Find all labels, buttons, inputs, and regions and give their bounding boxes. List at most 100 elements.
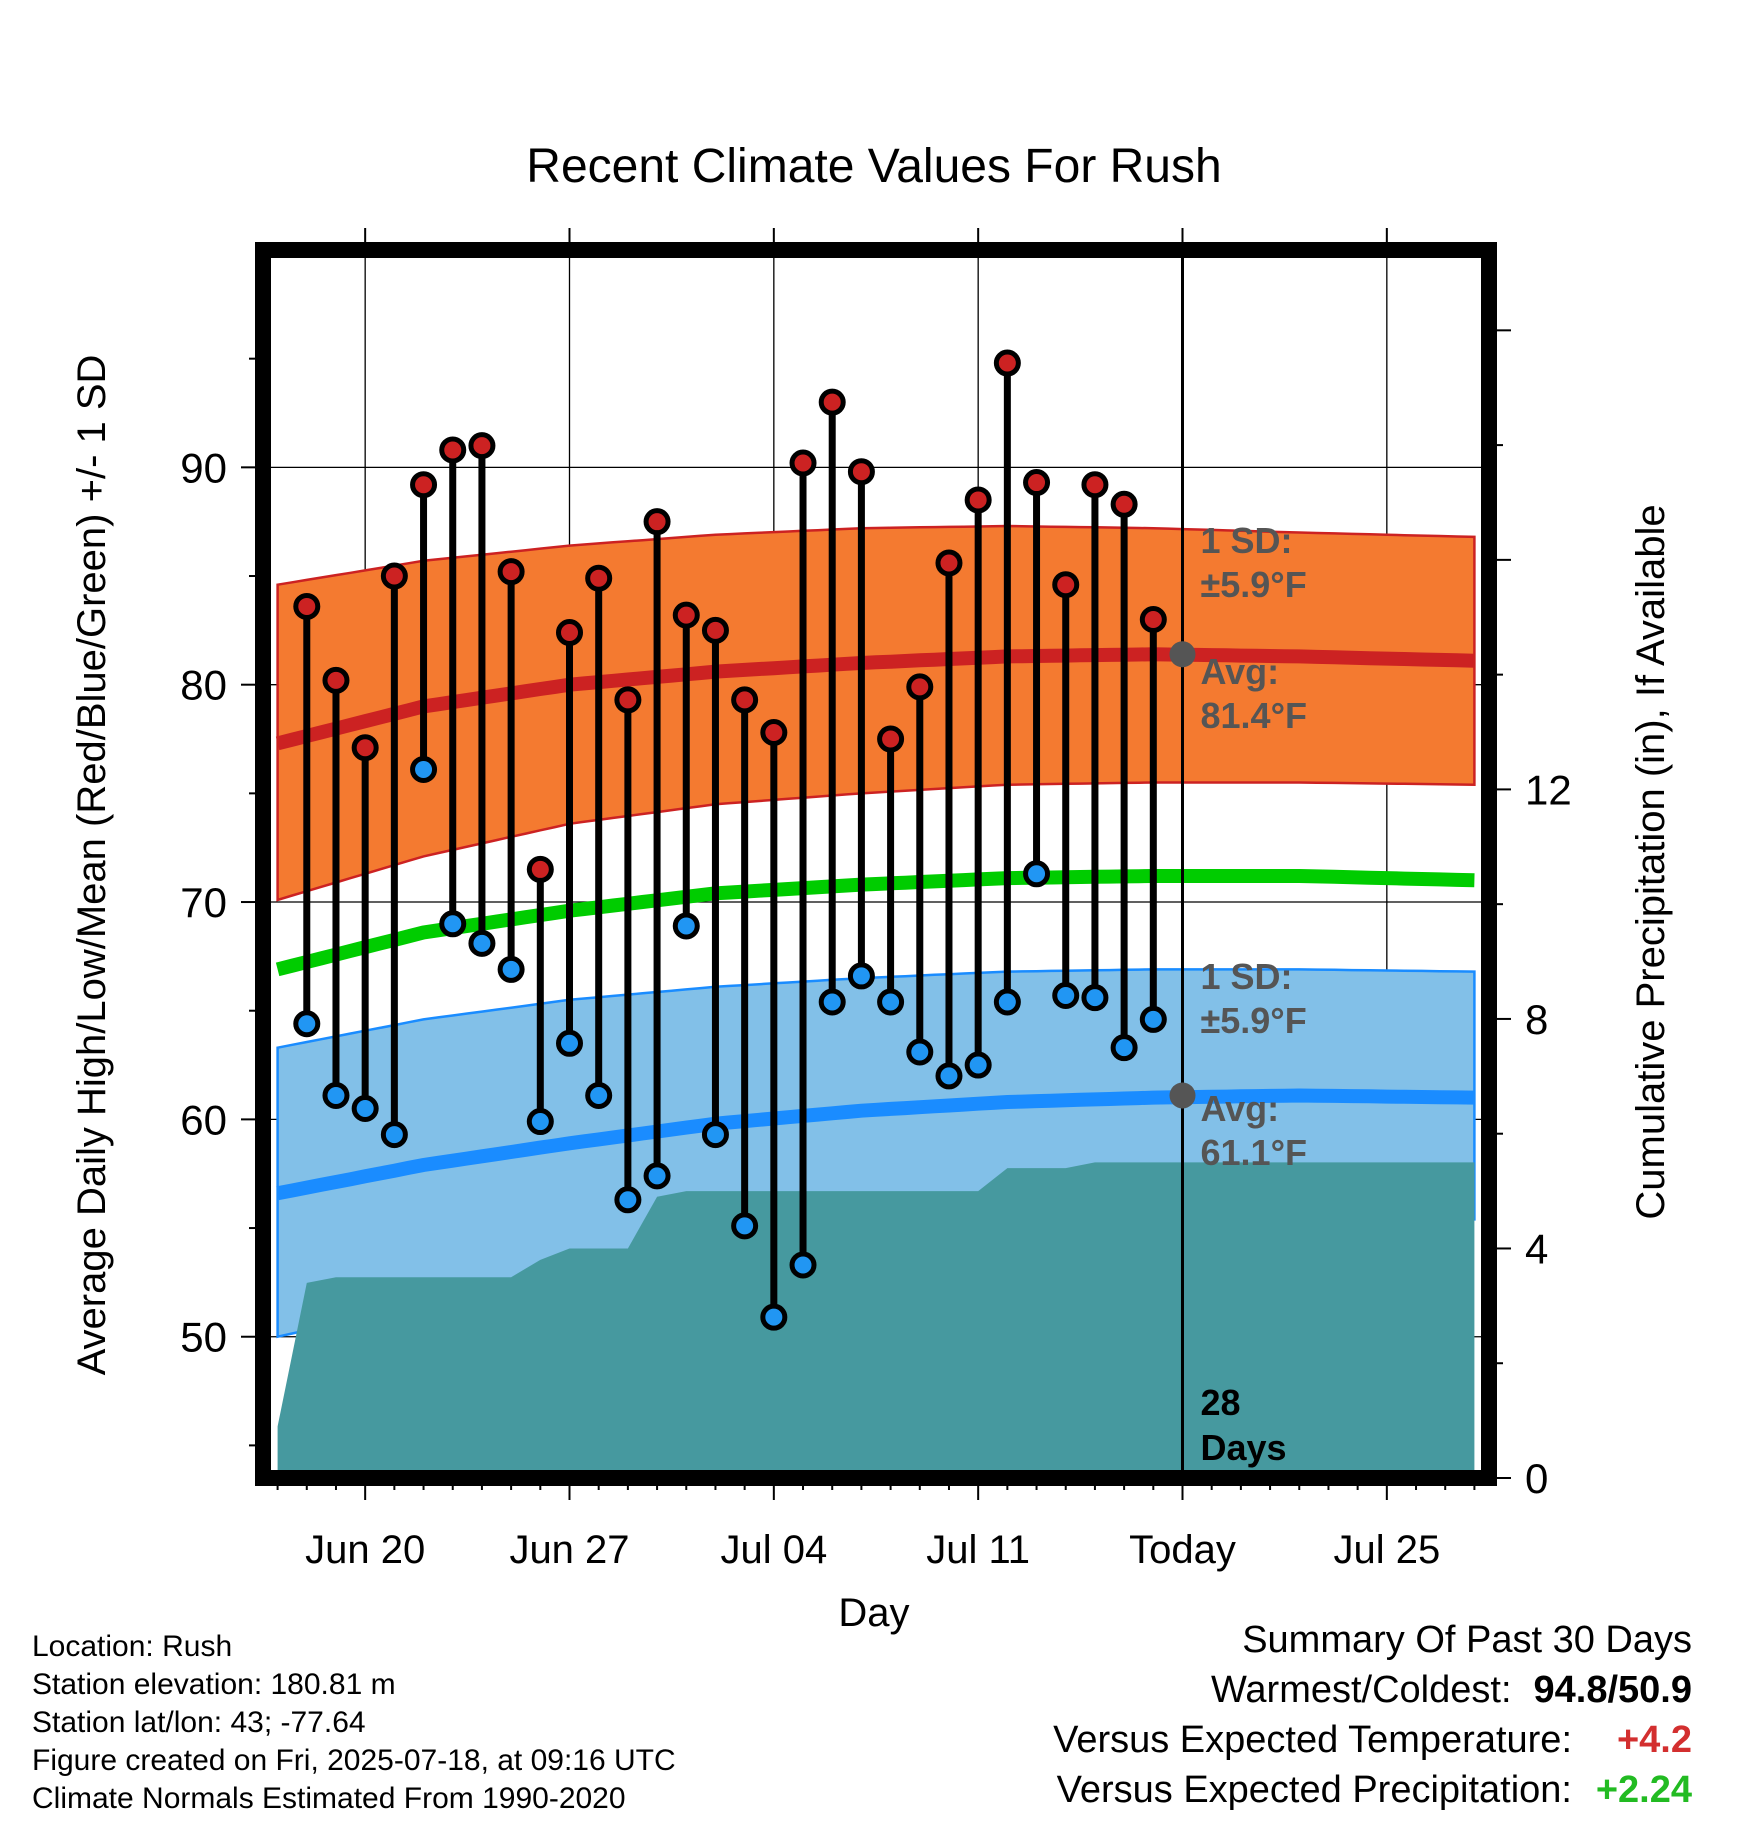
temp-departure-row: Versus Expected Temperature: +4.2 xyxy=(1053,1715,1692,1765)
daily-low-point xyxy=(935,1062,963,1090)
x-axis-label: Day xyxy=(838,1591,909,1635)
warm-cold-value: 94.8/50.9 xyxy=(1533,1669,1692,1711)
y-right-tick-label: 8 xyxy=(1525,996,1548,1043)
daily-high-point xyxy=(847,458,875,486)
daily-high-point xyxy=(935,549,963,577)
daily-high-point xyxy=(585,564,613,592)
daily-low-point xyxy=(1023,860,1051,888)
low-sd-label: 1 SD: xyxy=(1201,956,1293,997)
low-avg-marker xyxy=(1169,1082,1196,1109)
daily-low-point xyxy=(380,1121,408,1149)
daily-low-point xyxy=(614,1186,642,1214)
daily-low-point xyxy=(672,912,700,940)
y-left-tick-label: 50 xyxy=(180,1314,227,1361)
daily-high-point xyxy=(701,616,729,644)
y-left-tick-label: 70 xyxy=(180,879,227,926)
daily-high-point xyxy=(526,855,554,883)
daily-low-point xyxy=(556,1029,583,1057)
daily-low-point xyxy=(877,988,905,1016)
x-tick-label: Jul 11 xyxy=(926,1528,1030,1572)
station-location: Location: Rush xyxy=(32,1630,233,1663)
daily-high-point xyxy=(1023,469,1051,497)
precip-departure-value: +2.24 xyxy=(1595,1769,1692,1811)
daily-high-point xyxy=(789,449,817,477)
warm-cold-row: Warmest/Coldest: 94.8/50.9 xyxy=(1053,1665,1692,1715)
precip-departure-row: Versus Expected Precipitation: +2.24 xyxy=(1053,1765,1692,1815)
daily-low-point xyxy=(410,755,438,783)
daily-high-point xyxy=(1110,490,1138,518)
daily-high-point xyxy=(731,686,759,714)
x-tick-label: Jul 04 xyxy=(720,1528,827,1572)
daily-low-point xyxy=(497,955,525,983)
daily-low-point xyxy=(964,1051,992,1079)
normals-period: Climate Normals Estimated From 1990-2020 xyxy=(32,1782,626,1815)
high-avg-label: Avg: xyxy=(1201,651,1280,692)
daily-high-point xyxy=(380,562,408,590)
daily-high-point xyxy=(497,558,525,586)
y-right-tick-label: 4 xyxy=(1525,1225,1548,1272)
days-label: Days xyxy=(1201,1427,1287,1468)
low-sd-value: ±5.9°F xyxy=(1201,1000,1307,1041)
daily-high-point xyxy=(614,686,642,714)
figure-created: Figure created on Fri, 2025-07-18, at 09… xyxy=(32,1744,676,1777)
x-tick-label: Today xyxy=(1129,1528,1236,1572)
daily-low-point xyxy=(585,1081,613,1109)
daily-high-point xyxy=(1081,471,1109,499)
chart-title: Recent Climate Values For Rush xyxy=(526,140,1221,193)
y-left-tick-label: 80 xyxy=(180,662,227,709)
low-avg-value: 61.1°F xyxy=(1201,1132,1307,1173)
precipitation-area xyxy=(277,1162,1475,1478)
station-elevation: Station elevation: 180.81 m xyxy=(32,1668,396,1701)
daily-high-point xyxy=(322,666,350,694)
daily-high-point xyxy=(468,432,496,460)
y-axis-left-label: Average Daily High/Low/Mean (Red/Blue/Gr… xyxy=(70,355,114,1376)
daily-high-point xyxy=(672,601,700,629)
daily-low-point xyxy=(526,1108,554,1136)
daily-high-point xyxy=(1052,571,1080,599)
low-avg-label: Avg: xyxy=(1201,1088,1280,1129)
station-latlon: Station lat/lon: 43; -77.64 xyxy=(32,1706,366,1739)
daily-low-point xyxy=(1110,1034,1138,1062)
daily-high-point xyxy=(1139,605,1167,633)
daily-low-point xyxy=(351,1095,379,1123)
daily-high-point xyxy=(964,486,992,514)
daily-high-point xyxy=(760,719,788,747)
daily-low-point xyxy=(439,910,467,938)
y-left-tick-label: 60 xyxy=(180,1096,227,1143)
daily-high-point xyxy=(877,725,905,753)
high-sd-value: ±5.9°F xyxy=(1201,564,1307,605)
x-tick-label: Jun 20 xyxy=(305,1528,425,1572)
daily-low-point xyxy=(847,962,875,990)
daily-low-point xyxy=(1052,981,1080,1009)
plot-frame xyxy=(255,242,1497,1486)
daily-high-point xyxy=(906,673,934,701)
high-avg-value: 81.4°F xyxy=(1201,695,1307,736)
high-avg-marker xyxy=(1169,641,1196,668)
daily-low-point xyxy=(293,1010,321,1038)
daily-low-point xyxy=(1139,1005,1167,1033)
daily-high-point xyxy=(351,734,379,762)
axes: 50 60 70 80 90 0 4 8 12 Jun 20 Jun 27 Jul 04 Jul 11 T… xyxy=(180,228,1572,1572)
daily-low-point xyxy=(701,1121,729,1149)
y-right-tick-label: 12 xyxy=(1525,766,1572,813)
x-tick-label: Jul 25 xyxy=(1333,1528,1440,1572)
daily-high-point xyxy=(818,388,846,416)
y-axis-right-label: Cumulative Precipitation (in), If Availa… xyxy=(1629,504,1673,1219)
daily-high-point xyxy=(556,619,583,647)
daily-low-point xyxy=(1081,984,1109,1012)
daily-high-point xyxy=(410,471,438,499)
temp-departure-value: +4.2 xyxy=(1616,1719,1692,1761)
x-tick-label: Jun 27 xyxy=(509,1528,629,1572)
daily-low-point xyxy=(468,929,496,957)
daily-high-point xyxy=(993,349,1021,377)
y-left-tick-label: 90 xyxy=(180,444,227,491)
daily-low-point xyxy=(789,1251,817,1279)
daily-low-point xyxy=(322,1081,350,1109)
daily-low-point xyxy=(643,1162,671,1190)
daily-low-point xyxy=(818,988,846,1016)
precip-departure-label: Versus Expected Precipitation: xyxy=(1056,1769,1572,1811)
daily-low-point xyxy=(760,1303,788,1331)
